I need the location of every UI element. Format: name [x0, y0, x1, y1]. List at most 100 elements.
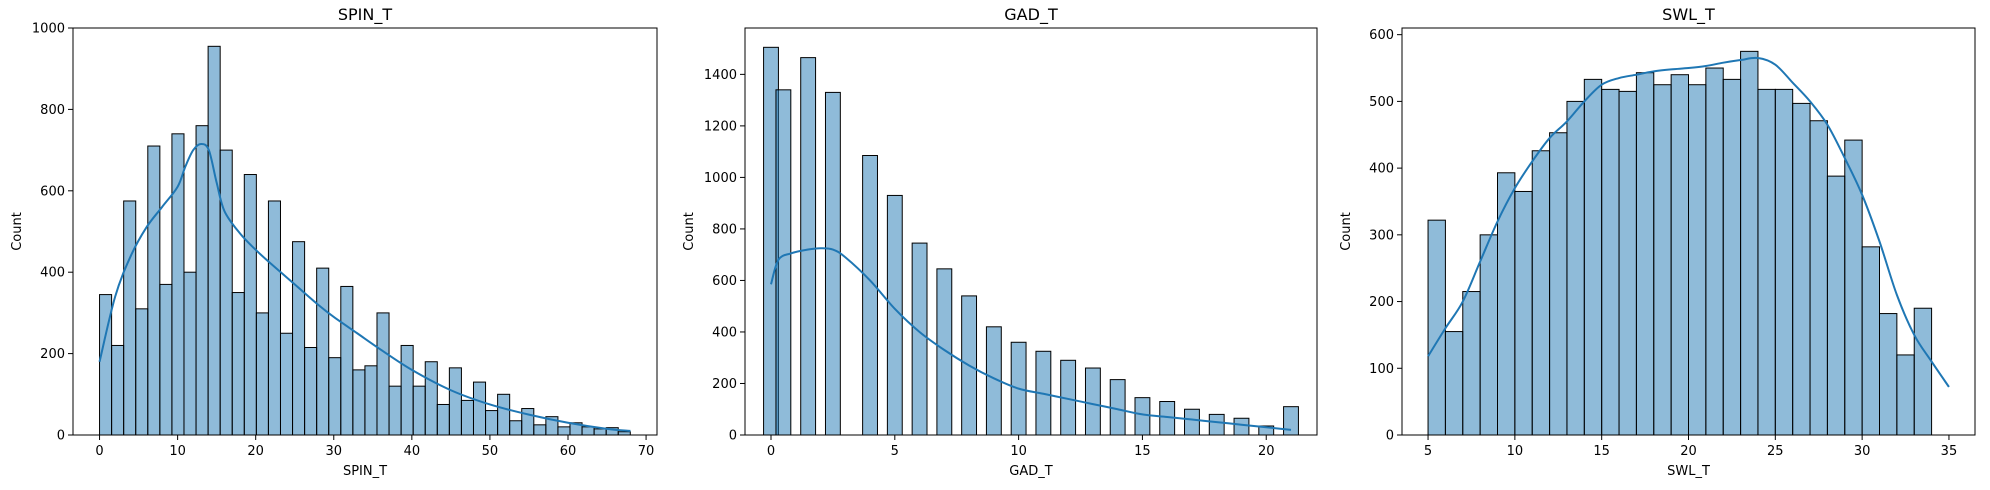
histogram-bar [448, 367, 462, 436]
histogram-bar [1497, 172, 1516, 436]
y-tick-label: 600 [712, 274, 737, 289]
histogram-bar [183, 271, 197, 436]
histogram-bar [111, 344, 125, 436]
histogram-bar [1896, 354, 1915, 436]
x-tick-label: 70 [638, 444, 655, 459]
histogram-bar [485, 410, 499, 436]
histogram-bar [195, 125, 209, 436]
histogram-bar [1208, 413, 1225, 436]
x-tick-label: 50 [482, 444, 499, 459]
histogram-bar [340, 285, 354, 436]
y-tick-label: 0 [729, 429, 737, 444]
histogram-bar [936, 268, 953, 436]
kde-line [770, 247, 1292, 431]
histogram-bar [800, 57, 817, 436]
histogram-bar [1084, 367, 1101, 436]
histogram-bar [207, 45, 221, 436]
histogram-bar [1757, 88, 1776, 436]
y-tick-label: 200 [1369, 295, 1394, 310]
histogram-bar [1688, 84, 1707, 436]
histogram-bar [279, 332, 294, 436]
histogram-bar [255, 312, 269, 436]
x-tick-label: 15 [1593, 444, 1610, 459]
y-tick-label: 300 [1369, 228, 1394, 243]
histogram-bar [1774, 88, 1794, 436]
histogram-bar [1583, 78, 1603, 436]
y-tick-label: 1000 [704, 171, 737, 186]
y-tick-label: 400 [1369, 162, 1394, 177]
x-tick-label: 20 [1680, 444, 1697, 459]
histogram-bar [593, 428, 607, 436]
x-tick-label: 60 [560, 444, 577, 459]
histogram-bar [147, 145, 161, 436]
histogram-bar [231, 292, 245, 436]
histogram-bar [1618, 90, 1637, 436]
histogram-bar [1462, 291, 1481, 436]
x-tick-label: 10 [1507, 444, 1524, 459]
histogram-bar [267, 200, 281, 436]
chart-title: SPIN_T [338, 5, 392, 25]
y-tick-label: 200 [40, 347, 65, 362]
histogram-bar [1514, 190, 1533, 436]
histogram-bar [316, 267, 330, 436]
y-tick-label: 200 [712, 377, 737, 392]
x-tick-label: 25 [1767, 444, 1784, 459]
histogram-bar [1601, 88, 1620, 436]
x-tick-label: 0 [767, 444, 775, 459]
histogram-bar [135, 308, 149, 436]
x-tick-label: 30 [325, 444, 342, 459]
y-tick-label: 600 [40, 184, 65, 199]
histogram-bar [1549, 132, 1568, 436]
x-axis-label: SWL_T [1667, 464, 1710, 479]
histogram-bar [1653, 84, 1672, 436]
histogram-bar [497, 393, 511, 436]
y-tick-label: 1000 [32, 22, 65, 37]
y-tick-label: 800 [712, 222, 737, 237]
x-tick-label: 10 [169, 444, 186, 459]
histogram-bar [436, 403, 450, 436]
histogram-bar [1479, 234, 1498, 436]
histogram-bar [304, 346, 318, 436]
histogram-bar [159, 283, 173, 436]
histogram-bar [219, 149, 233, 436]
x-axis-label: SPIN_T [343, 464, 387, 479]
histogram-bar [400, 344, 414, 436]
histogram-bar [1879, 313, 1898, 436]
y-axis-label: Count [1339, 212, 1354, 251]
histogram-bar [824, 91, 841, 436]
x-tick-label: 10 [1010, 444, 1027, 459]
y-tick-label: 400 [712, 325, 737, 340]
y-tick-label: 1200 [704, 119, 737, 134]
histogram-bar [1826, 175, 1846, 436]
x-axis-label: GAD_T [1009, 464, 1052, 479]
x-tick-label: 15 [1134, 444, 1151, 459]
x-tick-label: 20 [1258, 444, 1275, 459]
chart-panel-1: 0 10 20 30 40 50 60 70 0 200 400 600 800 1000 SPIN_T Co… [10, 5, 658, 479]
histogram-bar [1427, 219, 1446, 436]
x-tick-label: 40 [404, 444, 421, 459]
histogram-bar [243, 174, 257, 436]
y-tick-label: 800 [40, 103, 65, 118]
y-tick-label: 600 [1369, 28, 1394, 43]
histogram-bar [1844, 139, 1863, 436]
histogram-bar [1531, 150, 1551, 436]
histogram-bar [1670, 74, 1689, 436]
y-tick-label: 0 [1386, 429, 1394, 444]
histogram-bar [1705, 67, 1724, 436]
x-tick-label: 30 [1854, 444, 1871, 459]
histogram-bar [1635, 72, 1655, 436]
axes-frame [744, 27, 1318, 436]
kde-line [1427, 56, 1950, 388]
histogram-bar [364, 365, 378, 436]
chart-title: GAD_T [1004, 5, 1058, 25]
histogram-bar [862, 155, 878, 436]
y-tick-label: 400 [40, 266, 65, 281]
histogram-bar [557, 426, 571, 436]
histogram-bar [292, 241, 306, 436]
y-tick-label: 100 [1369, 362, 1394, 377]
histogram-bar [412, 385, 426, 436]
chart-panel-3: 5 10 15 20 25 30 35 0 100 200 300 400 500 600 SWL_T Cou… [1339, 5, 1976, 479]
histogram-bar [1283, 406, 1299, 436]
histogram-bar [171, 133, 185, 436]
